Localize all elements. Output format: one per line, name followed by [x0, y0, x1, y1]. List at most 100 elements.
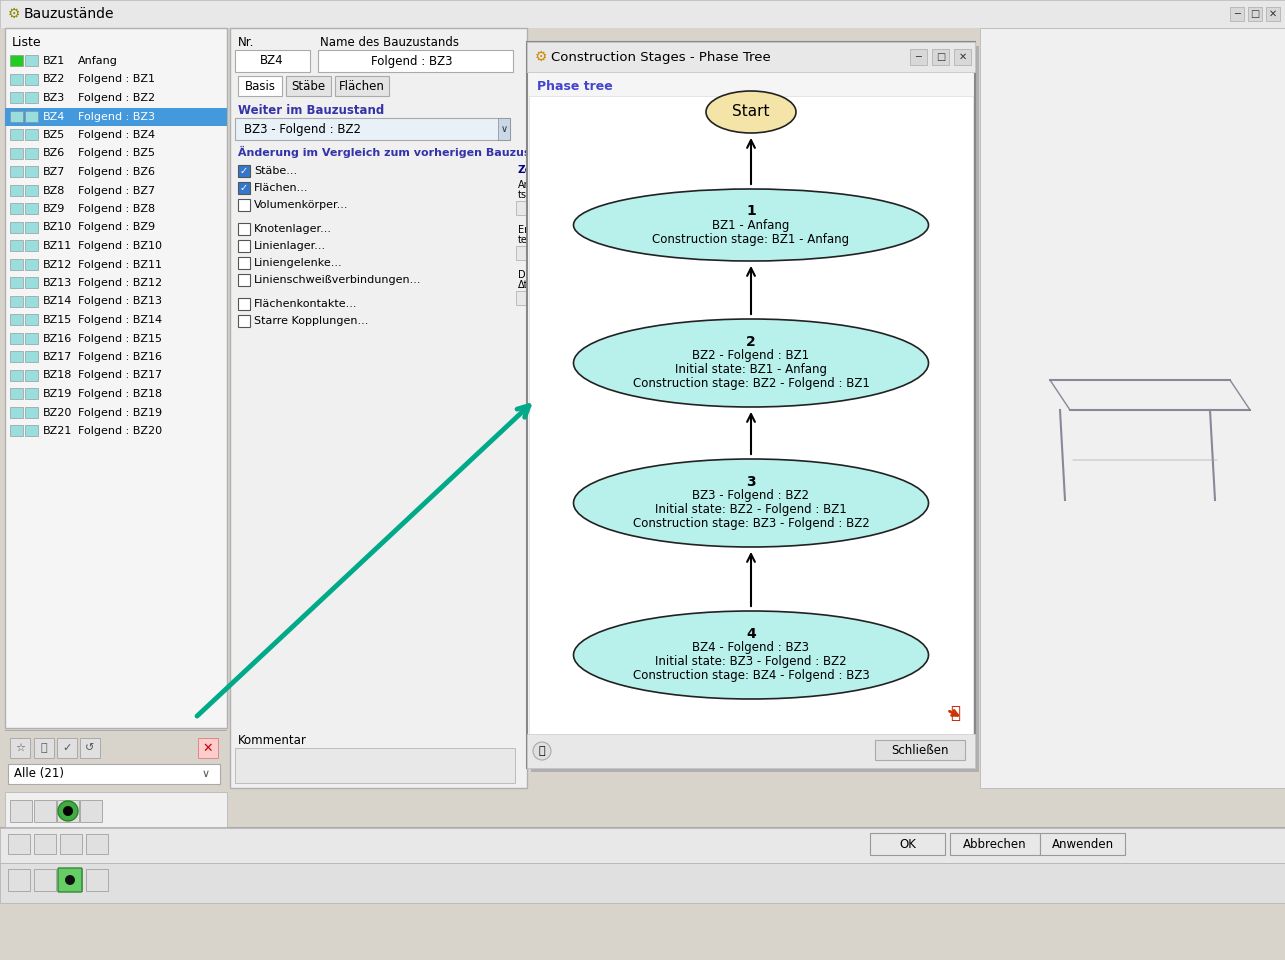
Bar: [24, 388, 39, 399]
Text: Construction stage: BZ1 - Anfang: Construction stage: BZ1 - Anfang: [653, 232, 849, 246]
Text: Stäbe: Stäbe: [292, 80, 325, 92]
Text: BZ8: BZ8: [42, 185, 66, 196]
Text: 🔁: 🔁: [950, 704, 960, 722]
Bar: [950, 833, 1040, 855]
Bar: [10, 129, 23, 140]
Bar: [0, 863, 1285, 903]
Bar: [287, 76, 332, 96]
Text: BZ12: BZ12: [42, 259, 72, 270]
Bar: [5, 28, 227, 728]
Text: 2: 2: [747, 335, 756, 349]
Bar: [517, 201, 541, 215]
Bar: [238, 76, 281, 96]
Text: BZ14: BZ14: [42, 297, 72, 306]
Bar: [8, 869, 30, 891]
Text: Dauer: Dauer: [518, 270, 547, 280]
Bar: [24, 222, 39, 232]
Text: Construction stage: BZ3 - Folgend : BZ2: Construction stage: BZ3 - Folgend : BZ2: [632, 517, 870, 531]
Text: Schließen: Schließen: [892, 743, 948, 756]
Text: Δt: Δt: [518, 280, 528, 290]
Bar: [10, 92, 23, 103]
Text: BZ3: BZ3: [42, 93, 66, 103]
Bar: [238, 165, 251, 177]
Ellipse shape: [573, 189, 929, 261]
Text: Folgend : BZ12: Folgend : BZ12: [78, 278, 162, 288]
Text: Nr.: Nr.: [238, 36, 254, 49]
Bar: [870, 833, 944, 855]
Bar: [335, 76, 389, 96]
Bar: [5, 792, 227, 827]
Text: Liste: Liste: [12, 36, 41, 49]
Text: Endze: Endze: [518, 225, 547, 235]
Bar: [10, 296, 23, 306]
Text: Folgend : BZ9: Folgend : BZ9: [78, 223, 155, 232]
Text: Folgend : BZ11: Folgend : BZ11: [78, 259, 162, 270]
Text: BZ4 - Folgend : BZ3: BZ4 - Folgend : BZ3: [693, 641, 810, 655]
Bar: [980, 28, 1285, 788]
Text: Initial state: BZ2 - Folgend : BZ1: Initial state: BZ2 - Folgend : BZ1: [655, 503, 847, 516]
Bar: [24, 166, 39, 177]
Bar: [8, 834, 30, 854]
Bar: [198, 738, 218, 758]
Text: BZ9: BZ9: [42, 204, 66, 214]
Bar: [238, 240, 251, 252]
Bar: [60, 834, 82, 854]
Text: Initial state: BZ3 - Folgend : BZ2: Initial state: BZ3 - Folgend : BZ2: [655, 656, 847, 668]
Text: BZ4: BZ4: [42, 111, 66, 122]
Bar: [10, 240, 23, 251]
Text: Bauzustände: Bauzustände: [24, 7, 114, 21]
Text: Weiter im Bauzustand: Weiter im Bauzustand: [238, 104, 384, 116]
Bar: [10, 425, 23, 436]
Text: Zeiten: Zeiten: [517, 165, 555, 175]
Text: BZ2: BZ2: [42, 75, 66, 84]
Bar: [24, 370, 39, 380]
Text: □: □: [935, 52, 946, 62]
Bar: [10, 148, 23, 158]
Bar: [10, 332, 23, 344]
Text: Anfan: Anfan: [518, 180, 546, 190]
Bar: [57, 800, 78, 822]
Bar: [24, 351, 39, 362]
Bar: [317, 50, 513, 72]
Bar: [33, 869, 57, 891]
Bar: [1230, 7, 1244, 21]
Bar: [238, 223, 251, 235]
Bar: [33, 738, 54, 758]
Text: BZ19: BZ19: [42, 389, 72, 399]
Bar: [238, 274, 251, 286]
Bar: [527, 42, 975, 72]
Text: BZ18: BZ18: [42, 371, 72, 380]
Text: Flächenkontakte...: Flächenkontakte...: [254, 299, 357, 309]
Text: Folgend : BZ13: Folgend : BZ13: [78, 297, 162, 306]
Bar: [24, 406, 39, 418]
Text: ─: ─: [915, 52, 921, 62]
Bar: [0, 0, 1285, 28]
Text: BZ20: BZ20: [42, 407, 72, 418]
Circle shape: [66, 875, 75, 885]
Text: BZ16: BZ16: [42, 333, 72, 344]
Bar: [80, 800, 102, 822]
Text: ✕: ✕: [203, 741, 213, 755]
Bar: [5, 730, 227, 731]
Text: Folgend : BZ19: Folgend : BZ19: [78, 407, 162, 418]
Bar: [10, 110, 23, 122]
Text: Linienlager...: Linienlager...: [254, 241, 326, 251]
Text: BZ6: BZ6: [42, 149, 66, 158]
Text: Folgend : BZ10: Folgend : BZ10: [78, 241, 162, 251]
Bar: [80, 738, 100, 758]
Bar: [86, 834, 108, 854]
Text: Folgend : BZ6: Folgend : BZ6: [78, 167, 155, 177]
Text: BZ3 - Folgend : BZ2: BZ3 - Folgend : BZ2: [244, 123, 361, 135]
Bar: [1040, 833, 1124, 855]
Text: Abbrechen: Abbrechen: [964, 837, 1027, 851]
Text: ts: ts: [518, 190, 527, 200]
Text: Construction stage: BZ4 - Folgend : BZ3: Construction stage: BZ4 - Folgend : BZ3: [632, 669, 870, 683]
Bar: [527, 72, 975, 73]
Circle shape: [58, 801, 78, 821]
Bar: [230, 28, 527, 788]
Bar: [238, 257, 251, 269]
Text: te: te: [518, 235, 528, 245]
Text: Start: Start: [732, 105, 770, 119]
Text: ✕: ✕: [959, 52, 966, 62]
Bar: [10, 166, 23, 177]
